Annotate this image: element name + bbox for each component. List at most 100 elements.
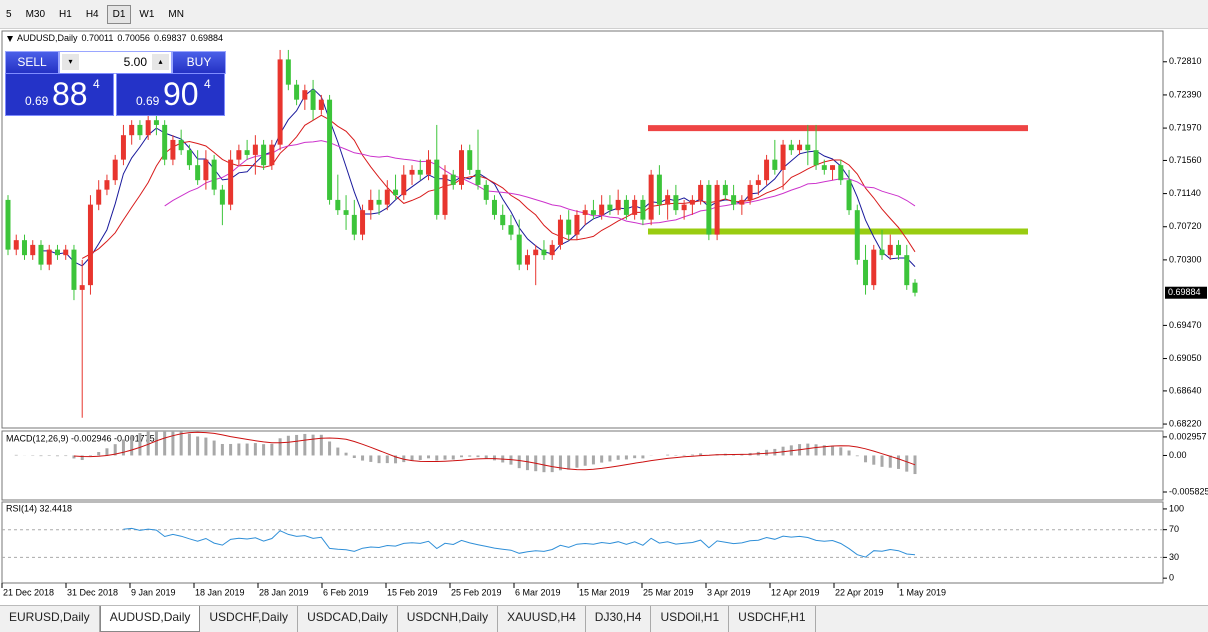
macd-bar [56,455,59,456]
candle-body [360,210,365,234]
bid-big: 88 [52,76,88,113]
macd-bar [246,444,249,456]
macd-bar [848,451,851,456]
candle-body [286,59,291,84]
macd-bar [806,444,809,456]
macd-bar [897,455,900,468]
candle-body [30,245,35,255]
macd-bar [237,443,240,455]
candle-body [96,190,101,205]
chart-tab[interactable]: USDCAD,Daily [298,606,398,632]
candle-body [508,225,513,234]
candle-body [475,170,480,185]
candle-body [591,210,596,215]
macd-bar [815,444,818,455]
chart-tab[interactable]: XAUUSD,H4 [498,606,586,632]
macd-bar [97,452,100,455]
macd-bar [526,455,529,470]
y-tick-label: 0.70300 [1169,254,1202,264]
lot-spinner: ▾ 5.00 ▴ [59,51,172,74]
macd-bar [864,455,867,462]
macd-bar [295,435,298,456]
macd-bar [138,433,141,455]
macd-bar [592,455,595,464]
ask-big: 90 [163,76,199,113]
y-tick-label: 0.72810 [1169,56,1202,66]
macd-bar [856,455,859,456]
chart-tab[interactable]: USDCNH,Daily [398,606,498,632]
macd-bar [782,447,785,456]
chart-tab[interactable]: USDOil,H1 [651,606,729,632]
candle-body [731,195,736,204]
lot-value[interactable]: 5.00 [124,55,147,69]
candle-body [517,235,522,265]
chart-tab[interactable]: AUDUSD,Daily [100,606,201,632]
candle-body [88,205,93,286]
macd-bar [452,455,455,459]
buy-button[interactable]: BUY [172,51,226,74]
macd-bar [353,455,356,458]
candle-body [212,160,217,190]
rsi-label: RSI(14) 32.4418 [6,503,72,513]
macd-bar [229,444,232,455]
bid-label: 0.69884 [1168,287,1201,297]
x-tick-label: 21 Dec 2018 [3,587,54,597]
macd-bar [444,455,447,459]
macd-bar [551,455,554,472]
macd-bar [386,455,389,463]
ask-quote[interactable]: 0.69 90 4 [116,73,225,116]
macd-bar [683,455,686,456]
candle-body [179,140,184,150]
candle-body [484,185,489,200]
macd-bar [872,455,875,464]
candle-body [113,160,118,181]
ohlc-value: 0.70011 [82,33,114,43]
macd-bar [427,455,430,458]
macd-bar [221,444,224,455]
x-tick-label: 25 Feb 2019 [451,587,502,597]
candle-body [220,190,225,205]
macd-bar [196,436,199,455]
candle-body [162,125,167,160]
chart-tab[interactable]: EURUSD,Daily [0,606,100,632]
candle-body [467,150,472,170]
candle-body [640,200,645,220]
chart-tab[interactable]: USDCHF,Daily [200,606,298,632]
macd-bar [345,453,348,456]
rsi-panel [2,502,1163,583]
sell-button[interactable]: SELL [5,51,59,74]
macd-bar [881,455,884,466]
chart-tab[interactable]: USDCHF,H1 [729,606,815,632]
macd-bar [584,455,587,465]
candle-body [22,240,27,255]
candle-body [269,145,274,166]
macd-bar [369,455,372,461]
macd-panel [2,431,1163,500]
candle-body [311,90,316,110]
bid-quote[interactable]: 0.69 88 4 [5,73,114,116]
x-tick-label: 6 Mar 2019 [515,587,561,597]
candle-body [706,185,711,235]
y-tick-label: 0.68640 [1169,385,1202,395]
candle-body [14,240,19,249]
candle-body [368,200,373,210]
x-tick-label: 18 Jan 2019 [195,587,245,597]
candle-body [154,120,159,125]
macd-bar [435,455,438,460]
macd-bar [279,438,282,455]
x-tick-label: 15 Feb 2019 [387,587,438,597]
candle-body [756,180,761,185]
candle-body [104,180,109,189]
macd-bar [361,455,364,460]
candle-body [814,150,819,165]
x-tick-label: 22 Apr 2019 [835,587,884,597]
lot-down[interactable]: ▾ [62,54,79,70]
macd-bar [171,431,174,456]
lot-up[interactable]: ▴ [152,54,169,70]
chart-tab[interactable]: DJ30,H4 [586,606,652,632]
candle-body [624,200,629,215]
macd-bar [336,448,339,456]
candle-body [566,220,571,235]
